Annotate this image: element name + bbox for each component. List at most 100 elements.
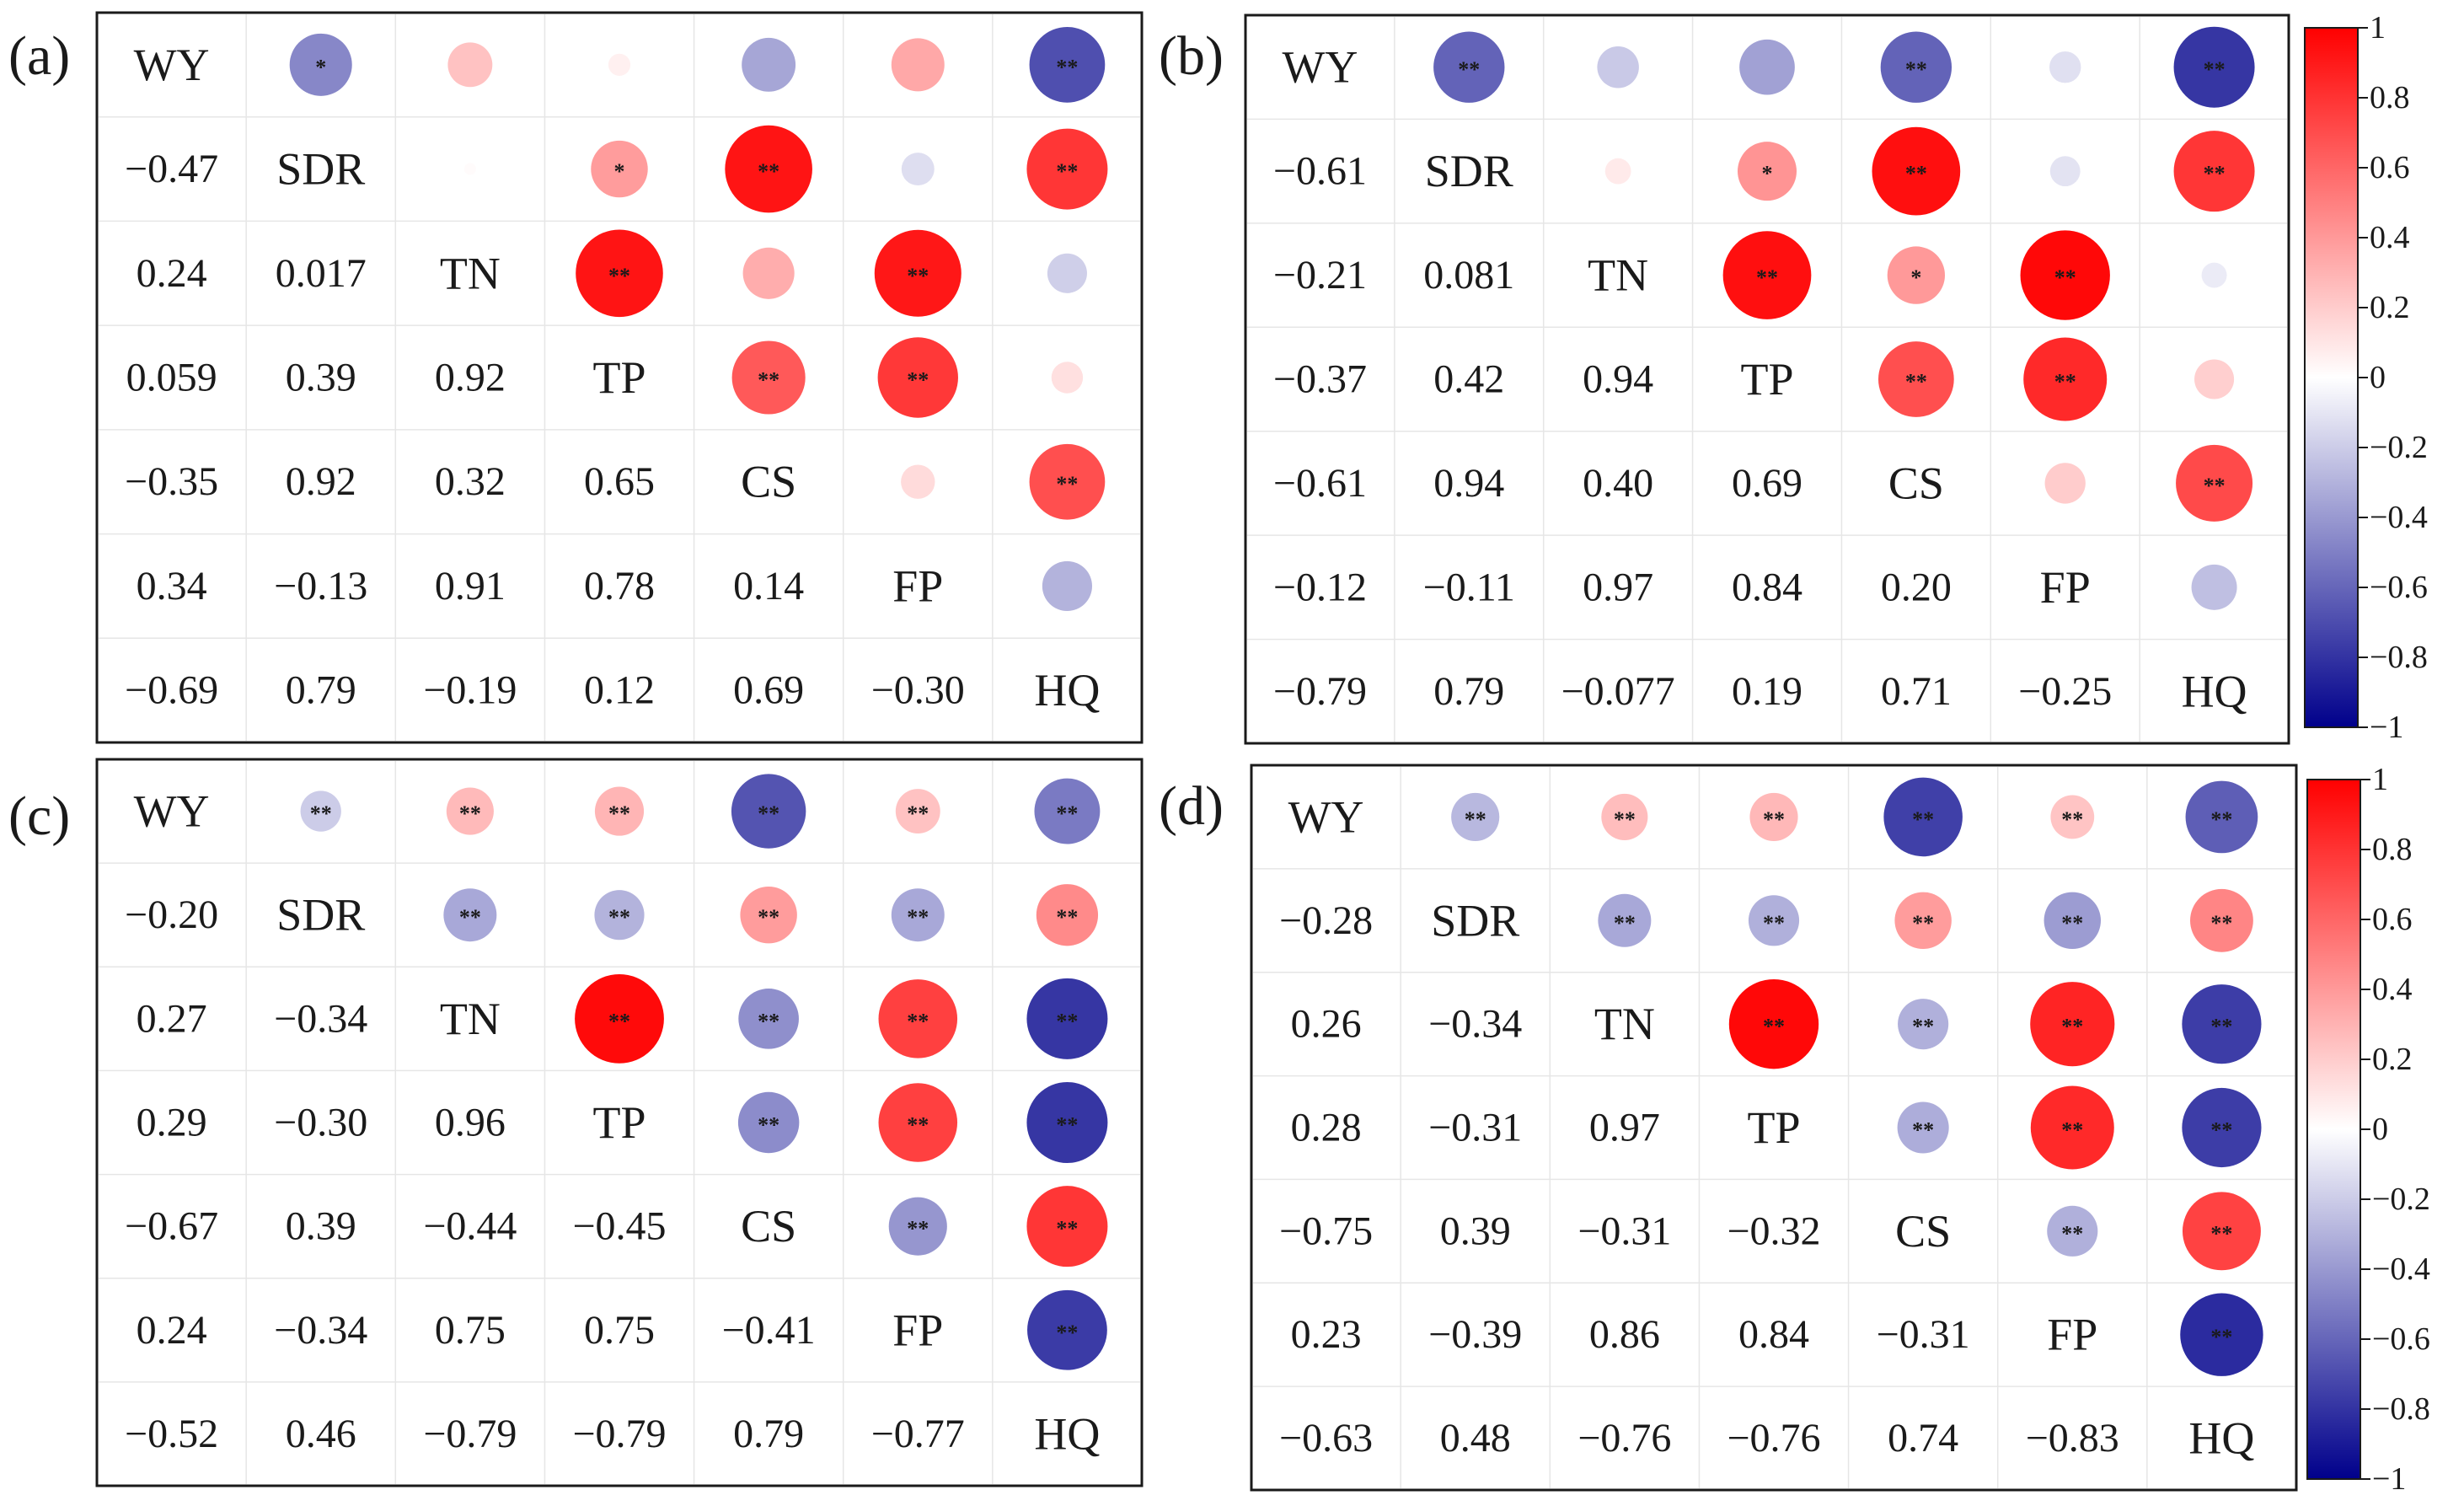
correlation-circle (1047, 253, 1087, 293)
significance-marker: ** (608, 905, 630, 930)
significance-marker: ** (907, 1009, 929, 1033)
correlation-circle (575, 973, 664, 1064)
colorbar-tick-label: −0.8 (2370, 640, 2428, 675)
significance-marker: ** (1763, 911, 1785, 935)
variable-label: HQ (2182, 666, 2247, 716)
variable-label: TN (1588, 250, 1648, 301)
variable-label: CS (741, 1201, 796, 1251)
correlation-circle (1894, 892, 1952, 950)
correlation-circle (1898, 999, 1949, 1050)
correlation-circle (1872, 126, 1961, 216)
significance-marker: ** (2061, 1015, 2083, 1039)
coefficient-label: −0.77 (871, 1412, 965, 1456)
correlation-circle (576, 229, 663, 318)
variable-label: WY (1288, 791, 1364, 842)
correlation-circle (2182, 984, 2262, 1064)
coefficient-label: −0.41 (722, 1308, 816, 1353)
significance-marker: ** (907, 1217, 929, 1241)
variable-label: SDR (1431, 895, 1519, 946)
coefficient-label: 0.79 (286, 668, 356, 713)
coefficient-label: 0.75 (435, 1308, 506, 1353)
significance-marker: ** (907, 801, 929, 826)
significance-marker: ** (1912, 1015, 1934, 1039)
significance-marker: ** (2210, 807, 2232, 832)
coefficient-label: 0.017 (276, 251, 367, 296)
correlation-circle (1051, 362, 1084, 394)
significance-marker: ** (907, 264, 929, 288)
correlation-circle (289, 33, 352, 96)
coefficient-label: −0.31 (1577, 1209, 1671, 1253)
coefficient-label: −0.30 (274, 1101, 367, 1145)
coefficient-label: 0.91 (435, 564, 506, 608)
correlation-circle (2049, 156, 2081, 187)
colorbar-tick-label: 0.8 (2372, 832, 2413, 867)
coefficient-label: −0.20 (125, 892, 218, 937)
significance-marker: ** (608, 801, 630, 826)
colorbar-tick-label: −1 (2370, 710, 2403, 745)
colorbar-tick-label: 0 (2370, 360, 2386, 395)
coefficient-label: 0.96 (435, 1101, 506, 1145)
significance-marker: ** (1614, 807, 1636, 832)
coefficient-label: −0.34 (274, 996, 367, 1041)
coefficient-label: −0.077 (1561, 669, 1675, 714)
significance-marker: ** (1756, 265, 1778, 290)
significance-marker: ** (2204, 57, 2226, 82)
correlation-circle (742, 37, 796, 92)
significance-marker: ** (2210, 1118, 2232, 1143)
coefficient-label: −0.79 (1273, 669, 1367, 714)
colorbar-tick-label: 1 (2372, 762, 2388, 797)
correlation-circle (888, 1197, 947, 1256)
coefficient-label: −0.25 (2018, 669, 2112, 714)
correlation-circle (1878, 341, 1954, 417)
significance-marker: ** (608, 264, 630, 288)
coefficient-label: 0.39 (1440, 1209, 1511, 1253)
coefficient-label: 0.32 (435, 459, 506, 504)
colorbar-tick-label: 1 (2370, 10, 2386, 46)
correlation-circle (725, 125, 812, 213)
significance-marker: ** (1056, 159, 1078, 184)
coefficient-label: 0.94 (1583, 357, 1653, 402)
correlation-circle (1887, 246, 1946, 304)
coefficient-label: −0.44 (423, 1204, 517, 1249)
correlation-circle (1026, 128, 1108, 210)
coefficient-label: 0.059 (126, 356, 217, 400)
coefficient-label: −0.79 (572, 1412, 666, 1456)
variable-label: HQ (1034, 1408, 1100, 1459)
variable-label: CS (1888, 458, 1944, 508)
panel-label: (a) (8, 25, 70, 87)
significance-marker: ** (1458, 57, 1480, 82)
coefficient-label: −0.39 (1428, 1312, 1522, 1357)
significance-marker: ** (608, 1009, 630, 1033)
significance-marker: ** (2054, 370, 2076, 394)
colorbar-tick-label: −0.2 (2370, 430, 2428, 465)
correlation-circle (742, 247, 795, 299)
correlation-circle (2180, 1293, 2263, 1376)
coefficient-label: 0.24 (137, 1308, 207, 1353)
correlation-circle (2194, 359, 2235, 399)
panel-label: (c) (8, 785, 70, 847)
significance-marker: ** (1056, 1009, 1078, 1033)
coefficient-label: −0.76 (1577, 1416, 1671, 1460)
colorbar-tick-label: 0.4 (2370, 220, 2410, 255)
coefficient-label: 0.97 (1589, 1106, 1660, 1150)
significance-marker: ** (1056, 1113, 1078, 1138)
correlation-panel: WY SDR TN TP CS FP HQ −0.61 −0.21 0.081 −0.37 0.42 0… (1244, 13, 2290, 745)
significance-marker: ** (1056, 1321, 1078, 1345)
colorbar-tick-label: 0.2 (2372, 1042, 2413, 1077)
significance-marker: ** (1905, 370, 1927, 394)
correlation-circle (1604, 158, 1631, 185)
correlation-circle (2030, 1085, 2114, 1170)
coefficient-label: 0.29 (137, 1101, 207, 1145)
colorbar: 1 0.8 0.6 0.4 0.2 0 −0.2 −0.4 −0.6 −0.8 −1 (2304, 10, 2428, 745)
coefficient-label: −0.11 (1423, 565, 1515, 609)
coefficient-label: 0.14 (733, 564, 804, 608)
coefficient-label: 0.20 (1881, 565, 1952, 609)
correlation-circle (878, 1083, 958, 1162)
coefficient-label: −0.21 (1273, 253, 1367, 297)
coefficient-label: −0.13 (274, 564, 367, 608)
significance-marker: ** (2061, 911, 2083, 935)
coefficient-label: −0.79 (423, 1412, 517, 1456)
correlation-circle (443, 888, 497, 942)
coefficient-label: −0.37 (1273, 357, 1367, 402)
variable-label: FP (892, 560, 943, 611)
